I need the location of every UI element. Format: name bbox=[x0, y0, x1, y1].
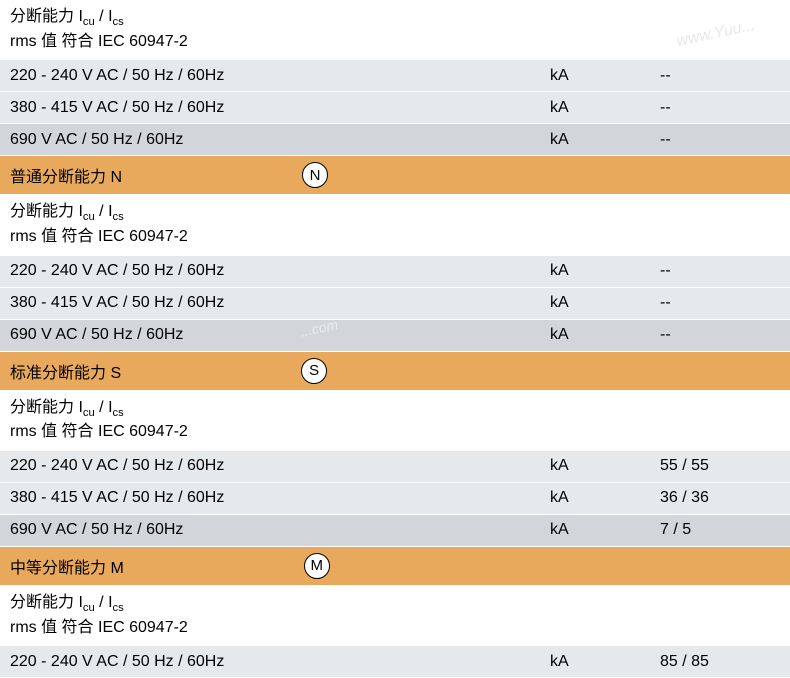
row-unit: kA bbox=[550, 99, 660, 117]
table-row: 690 V AC / 50 Hz / 60Hz kA 7 / 5 bbox=[0, 515, 790, 547]
row-unit: kA bbox=[550, 489, 660, 507]
row-label: 220 - 240 V AC / 50 Hz / 60Hz bbox=[10, 457, 550, 475]
row-unit: kA bbox=[550, 262, 660, 280]
row-unit: kA bbox=[550, 521, 660, 539]
table-row: 380 - 415 V AC / 50 Hz / 60Hz kA 36 / 36 bbox=[0, 483, 790, 515]
category-title: 中等分断能力 M bbox=[10, 554, 124, 578]
row-label: 380 - 415 V AC / 50 Hz / 60Hz bbox=[10, 489, 550, 507]
row-label: 690 V AC / 50 Hz / 60Hz bbox=[10, 131, 550, 149]
section-header: 分断能力 Icu / Ics rms 值 符合 IEC 60947-2 bbox=[0, 0, 790, 60]
header-text: 分断能力 Icu / Ics rms 值 符合 IEC 60947-2 bbox=[10, 592, 188, 639]
category-header-s: 标准分断能力 S S bbox=[0, 352, 790, 391]
section-header: 分断能力 Icu / Ics rms 值 符合 IEC 60947-2 bbox=[0, 586, 790, 646]
table-row: 380 - 415 V AC / 50 Hz / 60Hz kA -- bbox=[0, 288, 790, 320]
row-label: 380 - 415 V AC / 50 Hz / 60Hz bbox=[10, 294, 550, 312]
category-title: 标准分断能力 S bbox=[10, 359, 121, 383]
letter-m-icon: M bbox=[304, 553, 330, 579]
row-value: -- bbox=[660, 99, 780, 117]
header-text: 分断能力 Icu / Ics rms 值 符合 IEC 60947-2 bbox=[10, 201, 188, 248]
category-title: 普通分断能力 N bbox=[10, 163, 122, 187]
category-header-m: 中等分断能力 M M bbox=[0, 547, 790, 586]
header-text: 分断能力 Icu / Ics rms 值 符合 IEC 60947-2 bbox=[10, 397, 188, 444]
row-label: 220 - 240 V AC / 50 Hz / 60Hz bbox=[10, 653, 550, 671]
table-row: 220 - 240 V AC / 50 Hz / 60Hz kA -- bbox=[0, 256, 790, 288]
row-value: -- bbox=[660, 67, 780, 85]
row-unit: kA bbox=[550, 653, 660, 671]
row-value: 7 / 5 bbox=[660, 521, 780, 539]
section-header: 分断能力 Icu / Ics rms 值 符合 IEC 60947-2 bbox=[0, 195, 790, 255]
row-value: 36 / 36 bbox=[660, 489, 780, 507]
row-value: 55 / 55 bbox=[660, 457, 780, 475]
row-value: -- bbox=[660, 326, 780, 344]
table-row: 220 - 240 V AC / 50 Hz / 60Hz kA -- bbox=[0, 60, 790, 92]
row-unit: kA bbox=[550, 457, 660, 475]
category-header-n: 普通分断能力 N N bbox=[0, 156, 790, 195]
row-unit: kA bbox=[550, 294, 660, 312]
row-unit: kA bbox=[550, 67, 660, 85]
row-label: 220 - 240 V AC / 50 Hz / 60Hz bbox=[10, 67, 550, 85]
row-label: 690 V AC / 50 Hz / 60Hz bbox=[10, 521, 550, 539]
header-text: 分断能力 Icu / Ics rms 值 符合 IEC 60947-2 bbox=[10, 6, 188, 53]
letter-n-icon: N bbox=[302, 162, 328, 188]
row-unit: kA bbox=[550, 326, 660, 344]
row-label: 220 - 240 V AC / 50 Hz / 60Hz bbox=[10, 262, 550, 280]
table-row: 220 - 240 V AC / 50 Hz / 60Hz kA 55 / 55 bbox=[0, 451, 790, 483]
table-row: 380 - 415 V AC / 50 Hz / 60Hz kA -- bbox=[0, 92, 790, 124]
spec-table: 分断能力 Icu / Ics rms 值 符合 IEC 60947-2 220 … bbox=[0, 0, 790, 678]
table-row: 220 - 240 V AC / 50 Hz / 60Hz kA 85 / 85 bbox=[0, 646, 790, 678]
row-value: -- bbox=[660, 294, 780, 312]
row-label: 690 V AC / 50 Hz / 60Hz bbox=[10, 326, 550, 344]
row-value: 85 / 85 bbox=[660, 653, 780, 671]
table-row: 690 V AC / 50 Hz / 60Hz kA -- bbox=[0, 124, 790, 156]
letter-s-icon: S bbox=[301, 358, 327, 384]
row-value: -- bbox=[660, 131, 780, 149]
table-row: 690 V AC / 50 Hz / 60Hz kA -- bbox=[0, 320, 790, 352]
row-unit: kA bbox=[550, 131, 660, 149]
section-header: 分断能力 Icu / Ics rms 值 符合 IEC 60947-2 bbox=[0, 391, 790, 451]
row-label: 380 - 415 V AC / 50 Hz / 60Hz bbox=[10, 99, 550, 117]
row-value: -- bbox=[660, 262, 780, 280]
